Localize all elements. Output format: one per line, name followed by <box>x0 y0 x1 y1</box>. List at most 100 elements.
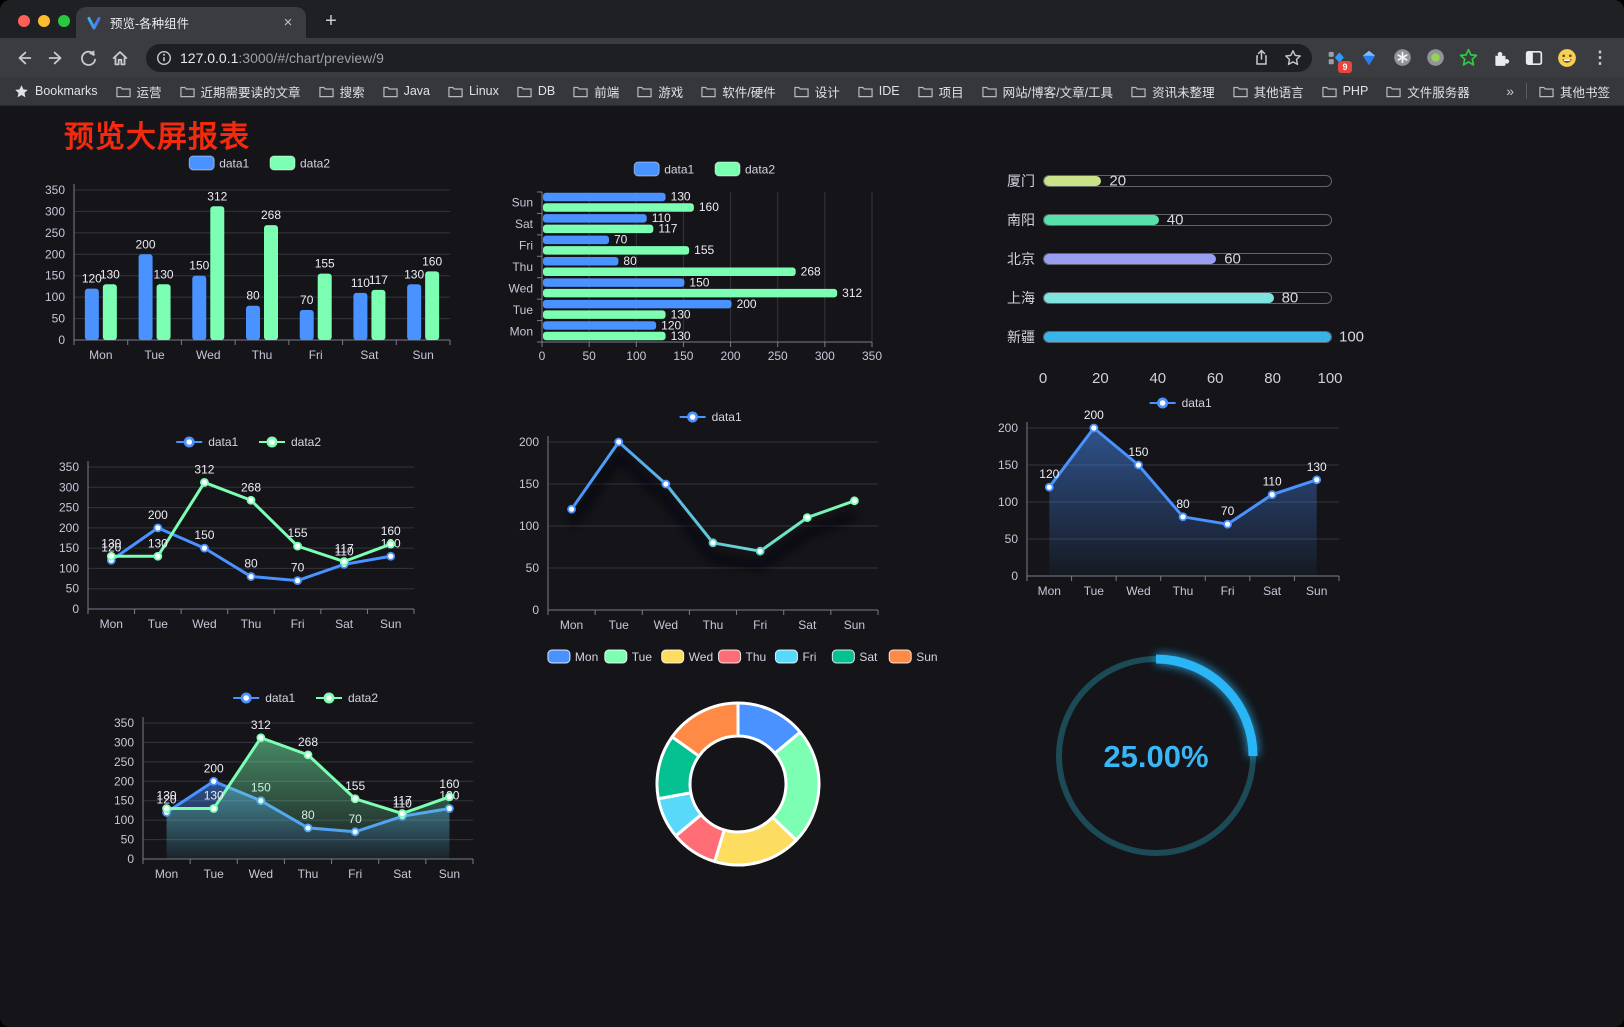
other-bookmarks[interactable]: 其他书签 <box>1539 82 1610 101</box>
svg-text:Tue: Tue <box>144 348 165 362</box>
svg-text:Thu: Thu <box>252 348 273 362</box>
chart-area-two-series[interactable]: data1 data2 0 50 100 150 200 250 300 350 Mon Tue Wed… <box>95 689 505 899</box>
site-info-icon[interactable] <box>156 50 172 66</box>
home-icon[interactable] <box>106 44 134 72</box>
svg-text:Sat: Sat <box>335 617 354 631</box>
chart-grouped-bar[interactable]: data1 data2 0 50 100 150 200 250 300 350 Mon Tue Wed… <box>28 150 468 370</box>
sidebar-toggle-icon[interactable] <box>1522 46 1546 70</box>
bookmark-folder[interactable]: 运营 <box>115 82 162 101</box>
chart-area-line[interactable]: data1 0 50 100 150 200 Mon Tue Wed Thu Fri Sat Sun 12… <box>985 394 1373 611</box>
folder-icon <box>517 86 532 97</box>
green-dot-extension-icon[interactable] <box>1423 46 1447 70</box>
svg-text:150: 150 <box>59 541 79 555</box>
bookmark-folder[interactable]: 软件/硬件 <box>701 82 776 101</box>
green-star-extension-icon[interactable] <box>1456 46 1480 70</box>
svg-text:70: 70 <box>1221 504 1235 518</box>
svg-text:100: 100 <box>45 290 65 304</box>
share-icon[interactable] <box>1253 49 1270 66</box>
bookmark-folder[interactable]: 近期需要读的文章 <box>179 82 301 101</box>
svg-text:130: 130 <box>148 536 168 550</box>
bookmarks-overflow-chevron[interactable]: » <box>1506 83 1514 99</box>
folder-icon <box>448 86 463 97</box>
svg-text:50: 50 <box>121 833 135 847</box>
svg-text:Thu: Thu <box>241 617 262 631</box>
bookmark-folder[interactable]: 项目 <box>917 82 964 101</box>
browser-menu-icon[interactable]: ⋮ <box>1591 47 1609 67</box>
progress-track: 100 <box>1043 328 1364 345</box>
progress-row: 北京 60 <box>995 239 1332 278</box>
svg-text:200: 200 <box>1084 408 1104 422</box>
close-window-button[interactable] <box>18 15 30 27</box>
reload-icon[interactable] <box>74 44 102 72</box>
svg-text:Wed: Wed <box>196 348 220 362</box>
tab-close-icon[interactable]: × <box>283 14 293 31</box>
progress-fill <box>1044 214 1159 225</box>
bookmark-folder[interactable]: PHP <box>1321 82 1368 101</box>
back-icon[interactable] <box>10 44 38 72</box>
folder-icon <box>794 86 809 97</box>
bookmarks-root[interactable]: Bookmarks <box>14 84 98 99</box>
bookmark-folder[interactable]: DB <box>517 82 555 101</box>
svg-text:80: 80 <box>1176 497 1190 511</box>
bookmark-folder[interactable]: 文件服务器 <box>1386 82 1470 101</box>
svg-text:0: 0 <box>1011 569 1018 583</box>
zoom-window-button[interactable] <box>58 15 70 27</box>
progress-label: 厦门 <box>1007 172 1035 189</box>
emoji-extension-icon[interactable] <box>1555 46 1579 70</box>
svg-text:160: 160 <box>422 254 442 268</box>
svg-text:250: 250 <box>59 501 79 515</box>
svg-text:0: 0 <box>532 603 539 617</box>
progress-row: 南阳 40 <box>995 200 1332 239</box>
svg-text:Sun: Sun <box>1306 584 1327 598</box>
svg-text:150: 150 <box>689 275 709 289</box>
url-text[interactable]: 127.0.0.1:3000/#/chart/preview/9 <box>180 50 384 66</box>
svg-text:data1: data1 <box>219 157 249 171</box>
chart-gradient-line[interactable]: data1 0 50 100 150 200 Mon Tue Wed Thu Fri Sat Sun <box>500 406 895 639</box>
bookmark-folder[interactable]: 搜索 <box>318 82 365 101</box>
progress-fill <box>1044 175 1102 186</box>
puzzle-extensions-icon[interactable] <box>1489 46 1513 70</box>
chart-progress-bars[interactable]: 厦门 20 南阳 40 北京 60 上海 80 新疆 100 0 20 40 60 80 100 <box>995 161 1364 388</box>
svg-text:Sat: Sat <box>515 217 534 231</box>
svg-text:Fri: Fri <box>802 650 816 664</box>
folder-icon <box>1386 86 1401 97</box>
chart-gauge[interactable]: 25.00% <box>1044 646 1269 876</box>
bookmark-folder[interactable]: 网站/博客/文章/工具 <box>981 82 1113 101</box>
svg-text:Wed: Wed <box>689 650 713 664</box>
svg-text:data1: data1 <box>1182 396 1212 410</box>
svg-text:Tue: Tue <box>204 867 225 881</box>
bookmarks-divider <box>1525 83 1527 99</box>
svg-text:Fri: Fri <box>519 239 533 253</box>
chart-horizontal-bar[interactable]: data1 data2 0 50 100 150 200 250 300 350 Mon 120 130… <box>498 156 896 376</box>
bookmark-folder[interactable]: Linux <box>448 82 499 101</box>
minimize-window-button[interactable] <box>38 15 50 27</box>
svg-text:100: 100 <box>59 561 79 575</box>
bookmark-star-icon[interactable] <box>1284 49 1302 67</box>
bookmark-folder[interactable]: 游戏 <box>637 82 683 101</box>
svg-text:Sat: Sat <box>859 650 878 664</box>
tab-manager-extension-icon[interactable]: 9 <box>1324 46 1352 73</box>
bookmark-folder[interactable]: IDE <box>858 82 900 101</box>
svg-text:Tue: Tue <box>148 617 169 631</box>
new-tab-button[interactable]: + <box>325 9 337 32</box>
browser-tab[interactable]: 预览-各种组件 × <box>76 7 306 38</box>
forward-icon[interactable] <box>42 44 70 72</box>
svg-text:250: 250 <box>114 755 134 769</box>
svg-text:200: 200 <box>114 774 134 788</box>
svg-text:268: 268 <box>241 480 261 494</box>
bookmark-folder[interactable]: 前端 <box>573 82 619 101</box>
svg-text:250: 250 <box>45 226 65 240</box>
asterisk-extension-icon[interactable] <box>1390 46 1414 70</box>
bookmark-folder[interactable]: 其他语言 <box>1232 82 1304 101</box>
bookmark-folder[interactable]: 设计 <box>794 82 840 101</box>
bookmark-folder[interactable]: 资讯未整理 <box>1131 82 1215 101</box>
url-bar[interactable]: 127.0.0.1:3000/#/chart/preview/9 <box>146 43 1312 72</box>
chart-line-two-series[interactable]: data1 data2 0 50 100 150 200 250 300 350 Mon Tue Wed… <box>40 431 450 648</box>
bookmark-folder[interactable]: Java <box>382 82 430 101</box>
tab-favicon <box>87 16 101 29</box>
gem-extension-icon[interactable] <box>1357 46 1381 70</box>
svg-text:data1: data1 <box>712 410 742 424</box>
chart-donut[interactable]: Mon Tue Wed Thu Fri Sat Sun <box>545 642 940 909</box>
svg-text:Thu: Thu <box>512 260 533 274</box>
svg-text:150: 150 <box>114 794 134 808</box>
